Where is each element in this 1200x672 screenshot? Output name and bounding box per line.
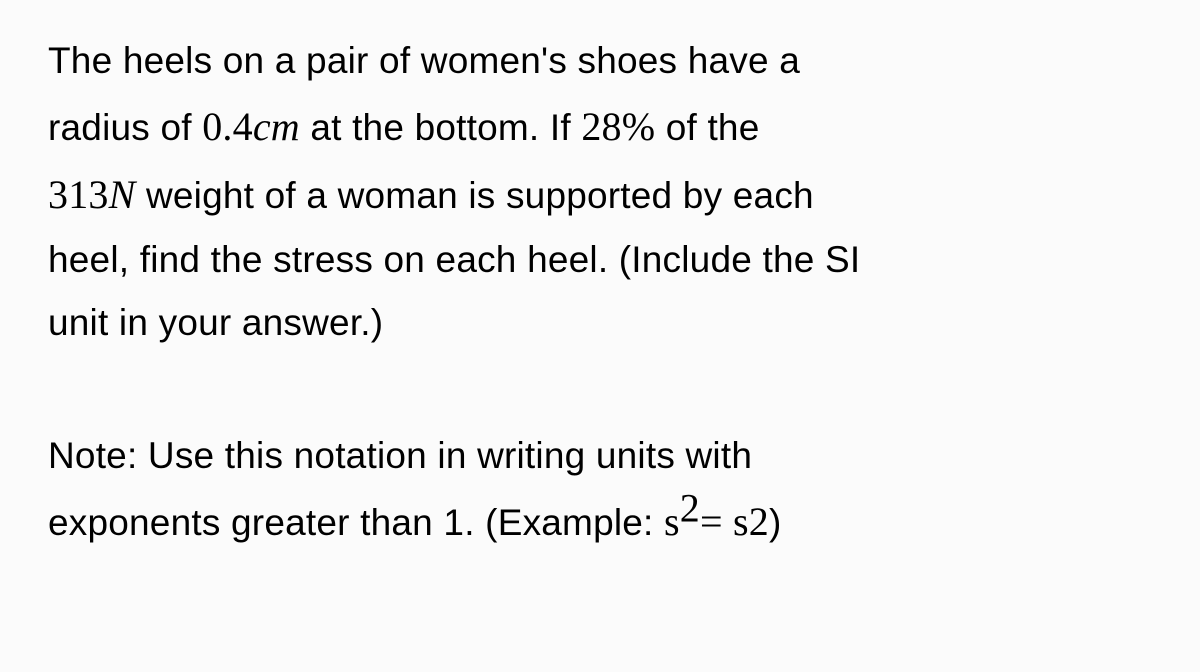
example-rhs: s2 <box>733 499 769 544</box>
problem-paragraph: The heels on a pair of women's shoes hav… <box>48 30 1152 355</box>
problem-text-6: heel, find the stress on each heel. (Inc… <box>48 239 860 280</box>
example-lhs-base: s <box>664 499 680 544</box>
problem-text-7: unit in your answer.) <box>48 302 383 343</box>
weight-value: 313 <box>48 172 109 217</box>
problem-text-2: radius of <box>48 107 202 148</box>
percent-value: 28% <box>581 104 655 149</box>
example-lhs-exp: 2 <box>680 485 700 530</box>
note-paragraph: Note: Use this notation in writing units… <box>48 425 1152 556</box>
radius-value: 0.4 <box>202 104 253 149</box>
problem-text-3: at the bottom. If <box>300 107 581 148</box>
weight-unit: N <box>109 172 136 217</box>
problem-text-1: The heels on a pair of women's shoes hav… <box>48 40 800 81</box>
example-eq: = <box>700 499 733 544</box>
note-line2-a: exponents greater than 1. (Example: <box>48 502 664 543</box>
problem-text-4: of the <box>655 107 759 148</box>
radius-unit: cm <box>253 104 300 149</box>
note-line1: Note: Use this notation in writing units… <box>48 435 752 476</box>
problem-content: The heels on a pair of women's shoes hav… <box>48 30 1152 556</box>
problem-text-5: weight of a woman is supported by each <box>136 175 814 216</box>
note-line2-b: ) <box>769 502 782 543</box>
